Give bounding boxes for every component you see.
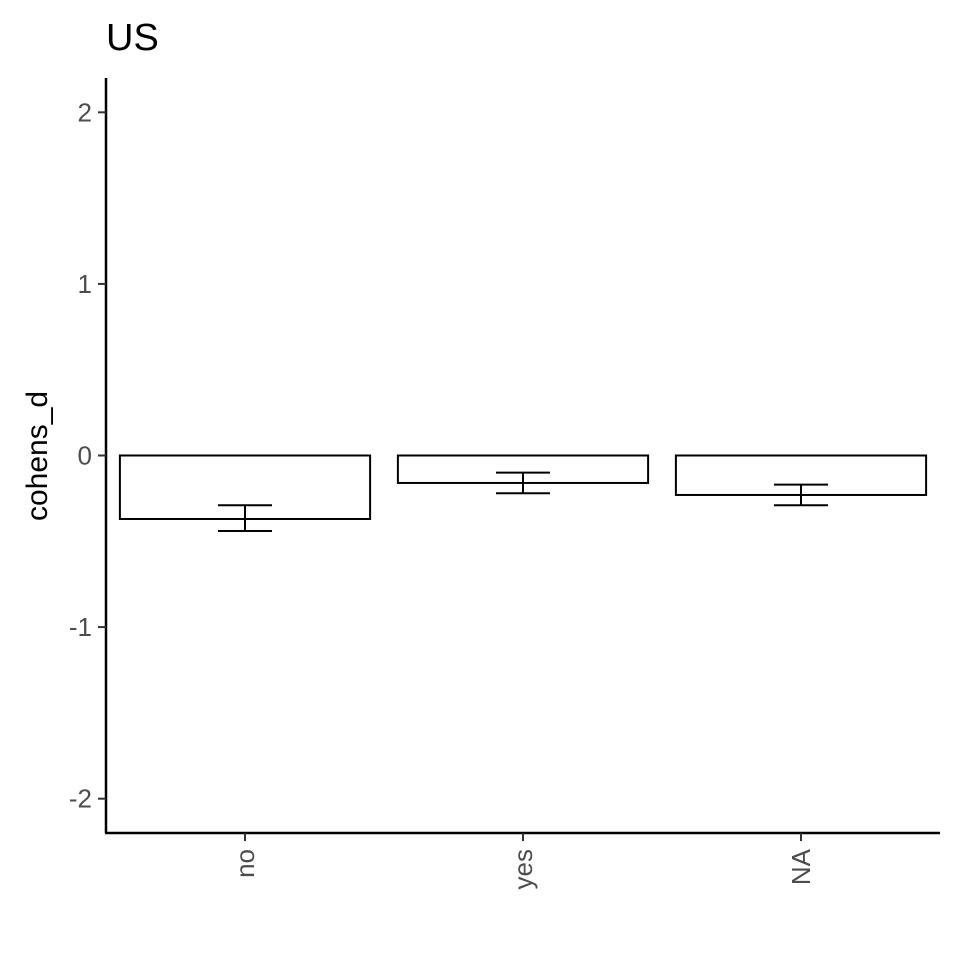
error-bar-yes <box>496 471 550 495</box>
chart-title: US <box>106 17 159 59</box>
y-axis-label: cohens_d <box>21 391 54 521</box>
x-tick-label-yes: yes <box>508 849 538 889</box>
y-tick-label: 2 <box>78 97 92 127</box>
y-tick-label: -1 <box>69 612 92 642</box>
y-tick-label: 1 <box>78 269 92 299</box>
y-axis: 2 1 0 -1 -2 <box>69 97 106 814</box>
y-tick-label: 0 <box>78 441 92 471</box>
x-axis: no yes NA <box>230 833 816 889</box>
plot-area <box>118 454 928 532</box>
error-bar-no <box>218 504 272 532</box>
x-tick-label-NA: NA <box>786 848 816 885</box>
x-tick-label-no: no <box>230 849 260 878</box>
y-tick-label: -2 <box>69 784 92 814</box>
error-bar-NA <box>774 483 828 507</box>
